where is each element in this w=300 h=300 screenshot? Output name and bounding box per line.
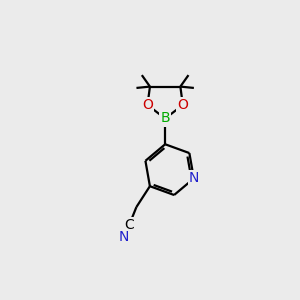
Text: B: B: [160, 112, 170, 125]
Text: C: C: [124, 218, 134, 233]
Text: N: N: [189, 171, 199, 185]
Text: O: O: [142, 98, 153, 112]
Text: N: N: [119, 230, 129, 244]
Text: O: O: [177, 98, 188, 112]
